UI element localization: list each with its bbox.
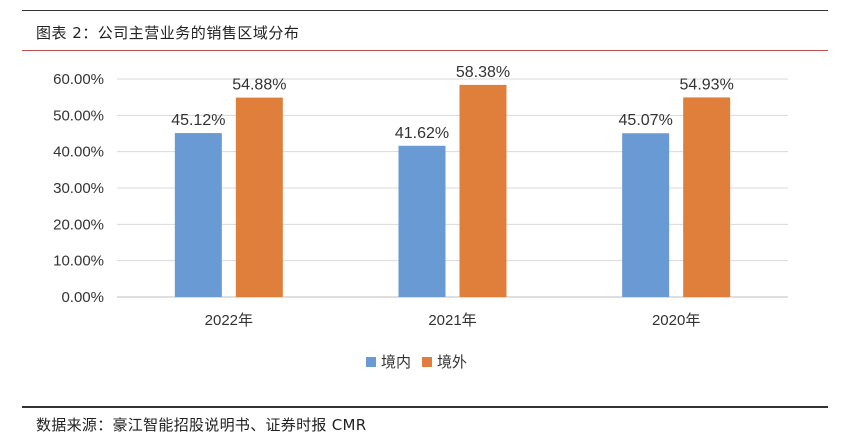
top-rule: [22, 10, 828, 11]
figure-caption: 图表 2：公司主营业务的销售区域分布: [36, 24, 300, 42]
data-label: 45.12%: [171, 112, 225, 129]
gridlines: [117, 78, 788, 298]
bar-overseas: [235, 97, 283, 298]
bottom-rule: [22, 406, 828, 408]
x-tick-label: 2022年: [205, 312, 253, 329]
data-label: 41.62%: [395, 125, 449, 142]
data-label: 45.07%: [619, 112, 673, 129]
data-label: 54.93%: [680, 76, 734, 93]
legend-swatch: [366, 357, 376, 367]
bars: 45.12% 54.88% 41.62% 58.38% 45.07% 54.93%: [171, 64, 734, 298]
y-tick-label: 40.00%: [53, 144, 104, 161]
legend-swatch: [422, 357, 432, 367]
bar-chart: 0.00% 10.00% 20.00% 30.00% 40.00% 50.00% 60.00…: [53, 64, 788, 371]
y-tick-label: 50.00%: [53, 107, 104, 124]
caption-underline: [22, 50, 828, 51]
y-tick-label: 20.00%: [53, 216, 104, 233]
legend: 境内 境外: [366, 353, 467, 371]
bar-domestic: [398, 145, 446, 297]
x-tick-label: 2021年: [428, 312, 476, 329]
bar-overseas: [683, 97, 731, 298]
bar-domestic: [174, 133, 222, 297]
y-tick-label: 30.00%: [53, 180, 104, 197]
y-tick-label: 10.00%: [53, 253, 104, 270]
data-label: 54.88%: [232, 77, 286, 94]
y-axis: 0.00% 10.00% 20.00% 30.00% 40.00% 50.00% 60.00…: [53, 71, 104, 306]
y-tick-label: 60.00%: [53, 71, 104, 88]
bar-domestic: [622, 133, 670, 297]
bar-overseas: [459, 84, 507, 297]
y-tick-label: 0.00%: [61, 289, 104, 306]
legend-label: 境内: [381, 353, 411, 371]
source-note: 数据来源：豪江智能招股说明书、证券时报 CMR: [36, 416, 367, 434]
x-tick-label: 2020年: [652, 312, 700, 329]
x-axis: 2022年 2021年 2020年: [205, 312, 701, 329]
legend-label: 境外: [437, 353, 467, 371]
data-label: 58.38%: [456, 64, 510, 81]
